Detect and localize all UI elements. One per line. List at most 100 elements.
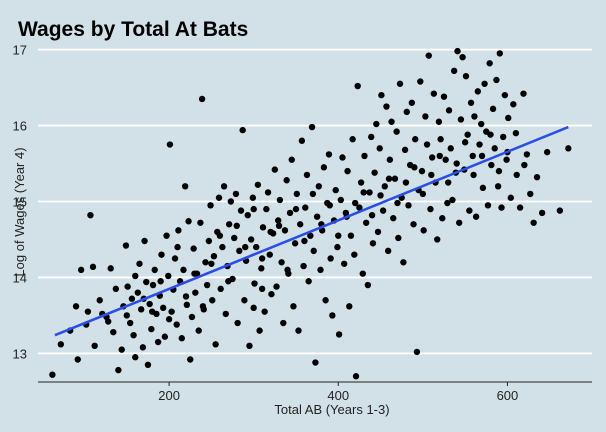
data-point (401, 146, 409, 154)
data-point (454, 47, 461, 55)
data-point (556, 207, 564, 214)
data-point (368, 211, 376, 219)
data-point (244, 211, 251, 219)
data-point (163, 232, 170, 239)
data-point (107, 265, 114, 272)
data-point (479, 184, 487, 192)
data-point (215, 194, 223, 201)
data-point (385, 175, 393, 182)
data-point (284, 266, 291, 274)
data-point (122, 242, 130, 249)
data-point (174, 243, 181, 251)
data-point (87, 211, 94, 219)
data-point (205, 237, 213, 245)
data-point (115, 366, 122, 374)
data-point (335, 232, 342, 239)
data-point (267, 228, 274, 236)
data-point (320, 164, 328, 171)
data-point (192, 289, 199, 296)
data-point (271, 166, 279, 173)
data-point (132, 354, 139, 361)
data-point (491, 145, 498, 152)
data-point (356, 204, 363, 211)
data-point (456, 219, 463, 226)
data-point (384, 247, 392, 255)
data-point (408, 99, 416, 106)
data-point (118, 346, 125, 353)
data-point (374, 228, 382, 236)
data-point (339, 154, 346, 161)
data-point (157, 278, 164, 285)
data-point (478, 120, 485, 128)
data-point (307, 232, 314, 239)
x-tick-label: 200 (158, 388, 180, 403)
data-point (533, 174, 541, 181)
data-point (151, 266, 158, 274)
data-point (499, 133, 507, 141)
data-point (354, 82, 361, 90)
data-point (246, 342, 253, 350)
data-point (498, 204, 505, 211)
data-point (154, 338, 162, 346)
y-tick-label: 17 (13, 43, 27, 58)
data-point (461, 139, 469, 146)
data-point (143, 278, 150, 286)
data-point (77, 266, 85, 274)
data-point (305, 278, 312, 285)
data-point (364, 281, 372, 289)
data-point (207, 202, 214, 209)
data-point (187, 356, 194, 363)
y-axis-label: Log of Wages (Year 4) (12, 147, 27, 276)
data-point (379, 207, 387, 214)
data-point (425, 52, 432, 59)
data-point (436, 152, 443, 160)
data-point (166, 141, 174, 148)
data-point (126, 319, 134, 327)
data-point (290, 303, 297, 310)
data-point (462, 72, 470, 80)
data-point (335, 331, 343, 338)
data-point (159, 304, 167, 312)
data-point (395, 234, 402, 242)
data-point (112, 285, 120, 293)
data-point (148, 308, 156, 315)
data-point (442, 156, 449, 163)
data-point (296, 221, 304, 228)
data-point (488, 161, 495, 169)
data-point (266, 251, 273, 258)
data-point (486, 60, 493, 67)
data-point (346, 303, 353, 310)
data-point (360, 189, 367, 196)
data-point (263, 205, 270, 213)
data-point (484, 202, 492, 209)
data-point (327, 255, 334, 262)
data-point (227, 198, 235, 205)
data-point (466, 207, 473, 214)
data-point (337, 196, 344, 204)
data-point (487, 131, 494, 138)
data-point (219, 243, 226, 251)
y-tick-label: 13 (13, 346, 27, 361)
data-point (308, 123, 316, 131)
data-point (471, 113, 478, 120)
data-point (309, 190, 317, 198)
data-point (503, 156, 510, 163)
data-point (225, 278, 232, 285)
data-point (371, 169, 378, 176)
data-point (494, 183, 502, 190)
data-point (231, 234, 238, 242)
data-point (283, 177, 290, 184)
x-axis-ticks: 200 400 600 (158, 382, 518, 403)
data-point (351, 251, 358, 258)
data-point (232, 190, 240, 198)
data-point (470, 171, 477, 179)
data-point (134, 289, 142, 296)
data-point (273, 283, 280, 290)
data-point (347, 232, 355, 239)
data-point (105, 318, 112, 325)
data-point (417, 78, 424, 85)
data-point (332, 186, 339, 194)
data-point (233, 222, 240, 230)
data-point (496, 50, 504, 57)
